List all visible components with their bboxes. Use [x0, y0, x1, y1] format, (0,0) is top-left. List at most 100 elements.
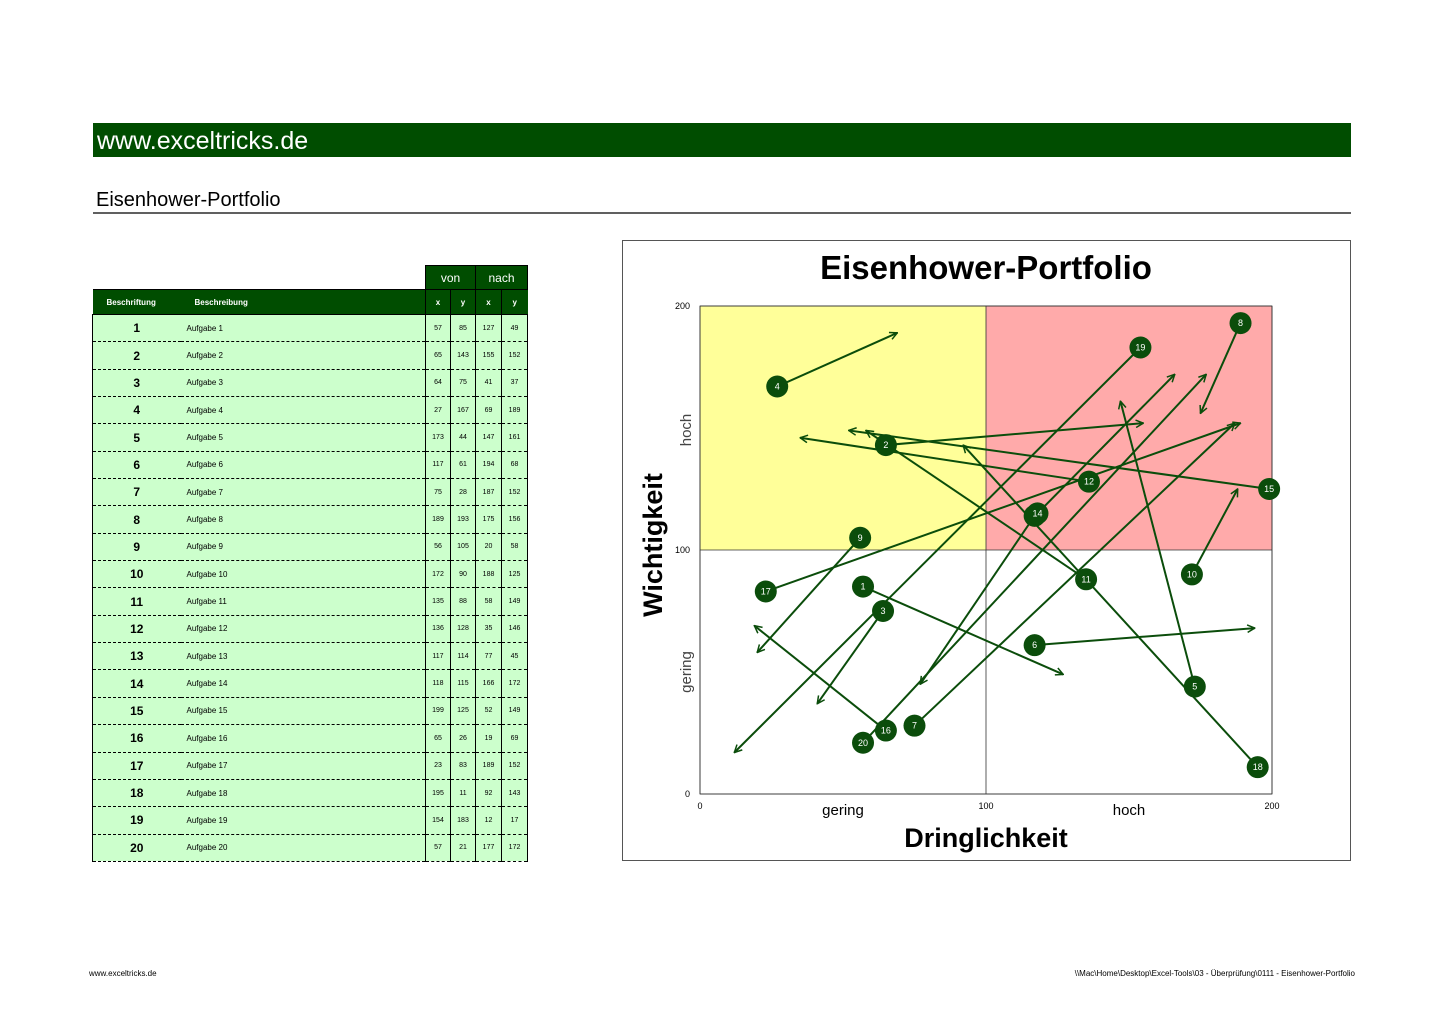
- point-label: 10: [1187, 569, 1197, 579]
- data-row: 4 Aufgabe 4 27 167 69 189: [92, 396, 529, 425]
- value-cell: 187: [475, 478, 502, 507]
- data-row: 2 Aufgabe 2 65 143 155 152: [92, 341, 529, 370]
- value-cell: 69: [475, 396, 502, 425]
- value-cell: 49: [501, 314, 529, 343]
- value-cell: 83: [449, 752, 476, 780]
- point-label: 5: [1192, 682, 1197, 692]
- point-label: 18: [1253, 762, 1263, 772]
- value-cell: 41: [475, 369, 502, 398]
- value-cell: 172: [501, 669, 529, 698]
- x-axis-label: Dringlichkeit: [904, 823, 1068, 853]
- point-label: 7: [912, 721, 917, 731]
- point: [1023, 634, 1046, 657]
- value-cell: 28: [449, 478, 476, 507]
- label-cell: 17: [92, 752, 181, 780]
- value-cell: 161: [501, 423, 529, 452]
- x-tick-label: 200: [1264, 801, 1279, 811]
- point: [1075, 568, 1098, 591]
- value-cell: 117: [425, 642, 451, 671]
- value-cell: 105: [449, 533, 476, 562]
- arrow: [1036, 374, 1174, 515]
- footer-left: www.exceltricks.de: [88, 969, 157, 978]
- description-cell: Aufgabe 7: [180, 478, 426, 507]
- value-cell: 199: [425, 697, 451, 726]
- value-cell: 57: [425, 834, 451, 862]
- value-cell: 114: [449, 642, 476, 671]
- value-cell: 12: [475, 806, 502, 835]
- description-cell: Aufgabe 2: [180, 341, 426, 370]
- point-label: 20: [858, 738, 868, 748]
- value-cell: 115: [449, 669, 476, 698]
- header-row: Beschriftung Beschreibung x y x y: [92, 289, 528, 315]
- x-zone-label: hoch: [1113, 802, 1146, 819]
- value-cell: 177: [475, 834, 502, 862]
- plot: 0100200010020012345678910111213141516171…: [675, 301, 1281, 811]
- point: [1180, 563, 1203, 586]
- point: [849, 526, 872, 549]
- label-cell: 4: [92, 396, 181, 425]
- value-cell: 195: [425, 779, 451, 808]
- description-cell: Aufgabe 4: [180, 396, 426, 425]
- arrow: [920, 515, 1036, 684]
- label-cell: 19: [92, 806, 181, 835]
- y-axis-label: Wichtigkeit: [638, 473, 668, 617]
- column-header: x: [475, 289, 502, 315]
- value-cell: 58: [475, 587, 502, 616]
- data-row: 9 Aufgabe 9 56 105 20 58: [92, 533, 529, 562]
- data-row: 15 Aufgabe 15 199 125 52 149: [92, 697, 529, 726]
- point: [1026, 502, 1049, 525]
- point-label: 11: [1081, 574, 1090, 584]
- value-cell: 65: [425, 724, 451, 753]
- arrow: [1201, 322, 1242, 413]
- label-cell: 8: [92, 505, 181, 534]
- chart-title: Eisenhower-Portfolio: [820, 249, 1152, 286]
- value-cell: 17: [501, 806, 529, 835]
- value-cell: 128: [449, 615, 476, 644]
- label-cell: 12: [92, 615, 181, 644]
- point: [872, 600, 895, 622]
- point: [1183, 675, 1206, 698]
- data-row: 5 Aufgabe 5 173 44 147 161: [92, 423, 529, 452]
- y-tick-label: 100: [675, 545, 690, 555]
- footer-right: \\Mac\Home\Desktop\Excel-Tools\03 - Über…: [1075, 969, 1356, 978]
- value-cell: 77: [475, 642, 502, 671]
- point-label: 16: [881, 726, 891, 736]
- point: [1246, 756, 1269, 779]
- description-cell: Aufgabe 20: [180, 834, 426, 862]
- point-label: 15: [1264, 484, 1274, 494]
- y-tick-label: 0: [685, 789, 690, 799]
- value-cell: 85: [449, 314, 476, 343]
- value-cell: 172: [501, 834, 529, 862]
- value-cell: 188: [475, 560, 502, 589]
- point-label: 9: [858, 533, 863, 543]
- value-cell: 75: [425, 478, 451, 507]
- value-cell: 23: [425, 752, 451, 780]
- value-cell: 61: [449, 451, 476, 480]
- point: [874, 719, 897, 742]
- data-row: 11 Aufgabe 11 135 88 58 149: [92, 587, 529, 616]
- quadrant: [700, 306, 986, 550]
- point: [852, 575, 875, 598]
- value-cell: 149: [501, 697, 529, 726]
- description-cell: Aufgabe 10: [180, 560, 426, 589]
- value-cell: 26: [449, 724, 476, 753]
- data-row: 6 Aufgabe 6 117 61 194 68: [92, 451, 529, 480]
- arrow: [849, 430, 1270, 490]
- value-cell: 75: [449, 369, 476, 398]
- value-cell: 57: [425, 314, 451, 343]
- point-label: 12: [1084, 477, 1094, 487]
- value-cell: 11: [449, 779, 476, 808]
- value-cell: 19: [475, 724, 502, 753]
- value-cell: 125: [449, 697, 476, 726]
- arrow: [963, 445, 1259, 768]
- description-cell: Aufgabe 11: [180, 587, 426, 616]
- data-row: 3 Aufgabe 3 64 75 41 37: [92, 369, 529, 398]
- spacer: [93, 266, 426, 290]
- arrow: [862, 585, 1063, 675]
- task-table: von nach Beschriftung Beschreibung x y x y 1 Aufg…: [92, 265, 529, 862]
- arrow: [754, 626, 887, 732]
- y-tick-label: 200: [675, 301, 690, 311]
- value-cell: 69: [501, 724, 529, 753]
